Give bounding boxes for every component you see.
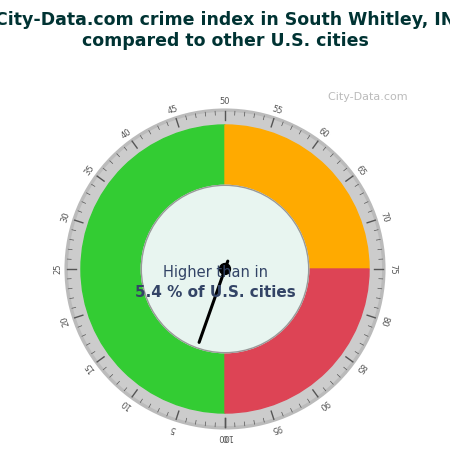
Text: 85: 85 [354,360,367,374]
Text: 55: 55 [270,104,283,116]
Text: 5: 5 [169,423,177,433]
Wedge shape [225,269,369,413]
Text: 70: 70 [378,211,390,224]
Text: 50: 50 [220,97,230,106]
Text: 40: 40 [120,127,134,140]
Text: 80: 80 [378,314,390,327]
Wedge shape [225,125,369,269]
Text: 95: 95 [270,422,283,434]
Wedge shape [81,125,225,413]
Text: 60: 60 [316,127,330,140]
Text: 65: 65 [354,164,367,178]
Text: City-Data.com: City-Data.com [321,92,408,102]
Text: 0: 0 [222,432,228,441]
Text: 20: 20 [60,315,72,327]
Text: 35: 35 [83,164,96,178]
Circle shape [141,185,309,353]
Circle shape [220,264,230,274]
Text: 15: 15 [83,360,96,374]
Text: 100: 100 [217,432,233,441]
Text: 90: 90 [316,398,330,411]
Text: City-Data.com crime index in South Whitley, IN
compared to other U.S. cities: City-Data.com crime index in South Whitl… [0,11,450,50]
Text: 25: 25 [53,264,62,274]
Text: 10: 10 [120,398,134,411]
Text: 75: 75 [388,264,397,274]
Text: 45: 45 [167,104,180,116]
Circle shape [66,110,384,428]
Text: 30: 30 [60,211,72,224]
Text: 5.4 % of U.S. cities: 5.4 % of U.S. cities [135,285,296,300]
Text: Higher than in: Higher than in [163,266,268,280]
